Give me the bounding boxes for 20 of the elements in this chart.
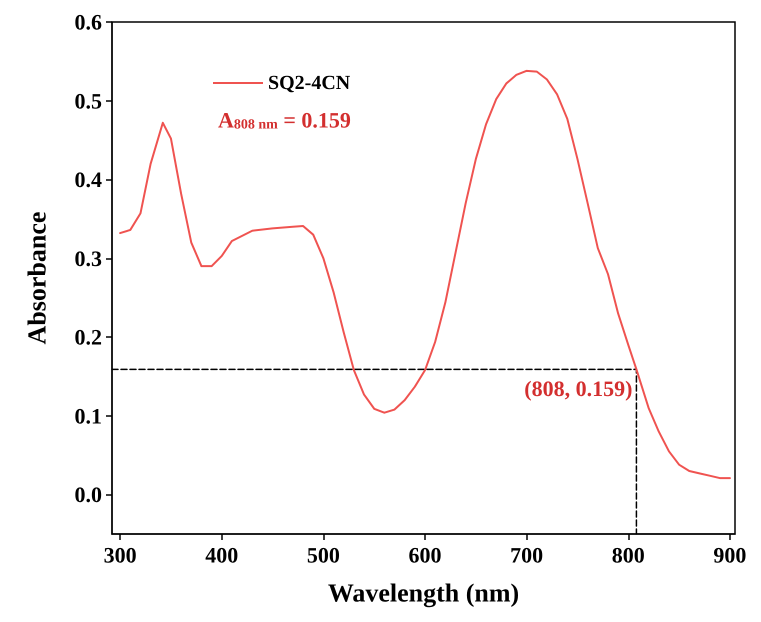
y-tick-label: 0.1 xyxy=(74,403,102,428)
x-tick-label: 900 xyxy=(713,542,746,568)
x-tick-label: 300 xyxy=(104,542,137,568)
x-tick-label: 400 xyxy=(205,542,238,568)
y-tick-label: 0.5 xyxy=(74,88,102,114)
line-series xyxy=(119,70,731,480)
x-tick-label: 800 xyxy=(612,542,645,568)
legend-label: SQ2-4CN xyxy=(268,72,351,94)
y-tick-label: 0.4 xyxy=(74,167,102,192)
y-tick-label: 0.2 xyxy=(74,324,102,350)
y-tick-label: 0.3 xyxy=(74,246,102,271)
x-tick-label: 600 xyxy=(408,542,442,568)
x-tick-label: 500 xyxy=(306,542,340,568)
y-tick-label: 0.0 xyxy=(74,482,102,508)
annotation: A808 nm = 0.159 xyxy=(218,108,351,132)
x-axis-title: Wavelength (nm) xyxy=(328,578,520,608)
x-tick-label: 700 xyxy=(510,542,544,568)
y-tick-label: 0.6 xyxy=(74,10,102,34)
annotation: (808, 0.159) xyxy=(524,376,632,401)
y-axis-title: Absorbance xyxy=(22,212,52,344)
